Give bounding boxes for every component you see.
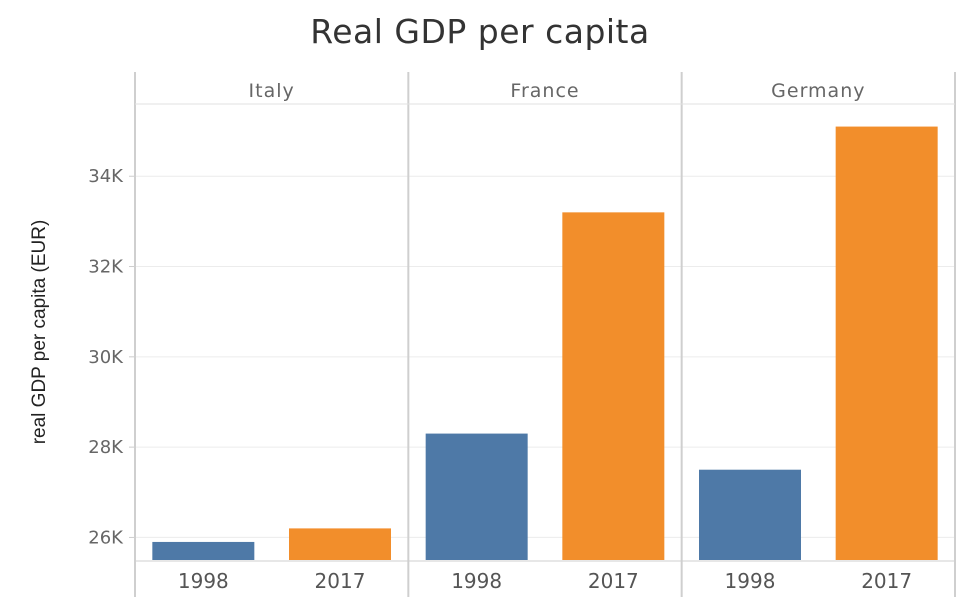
- facet-label-germany: Germany: [771, 80, 865, 102]
- y-tick-label: 34K: [88, 166, 124, 187]
- x-tick-label: 2017: [861, 569, 912, 593]
- facet-label-france: France: [510, 80, 579, 102]
- y-tick-label: 26K: [88, 527, 124, 548]
- bar-germany-2017: [835, 126, 938, 561]
- y-tick-label: 32K: [88, 257, 124, 278]
- x-tick-label: 1998: [725, 569, 776, 593]
- bar-germany-1998: [699, 469, 801, 560]
- bar-france-1998: [425, 433, 528, 560]
- x-tick-label: 2017: [588, 569, 639, 593]
- x-tick-label: 2017: [315, 569, 366, 593]
- bar-italy-2017: [289, 528, 391, 560]
- chart-title: Real GDP per capita: [310, 12, 650, 51]
- y-tick-label: 28K: [88, 437, 124, 458]
- x-tick-label: 1998: [451, 569, 502, 593]
- x-tick-label: 1998: [178, 569, 229, 593]
- y-tick-label: 30K: [88, 347, 124, 368]
- bar-italy-1998: [152, 541, 255, 560]
- facet-label-italy: Italy: [249, 80, 295, 102]
- bar-france-2017: [562, 212, 665, 560]
